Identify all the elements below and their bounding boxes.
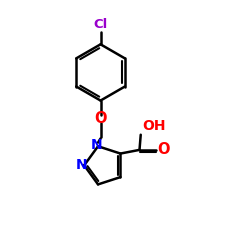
Text: OH: OH [142,119,166,133]
Text: O: O [157,142,170,158]
Text: N: N [76,158,87,172]
Text: O: O [94,112,107,126]
Text: Cl: Cl [94,18,108,31]
Text: N: N [91,138,103,152]
